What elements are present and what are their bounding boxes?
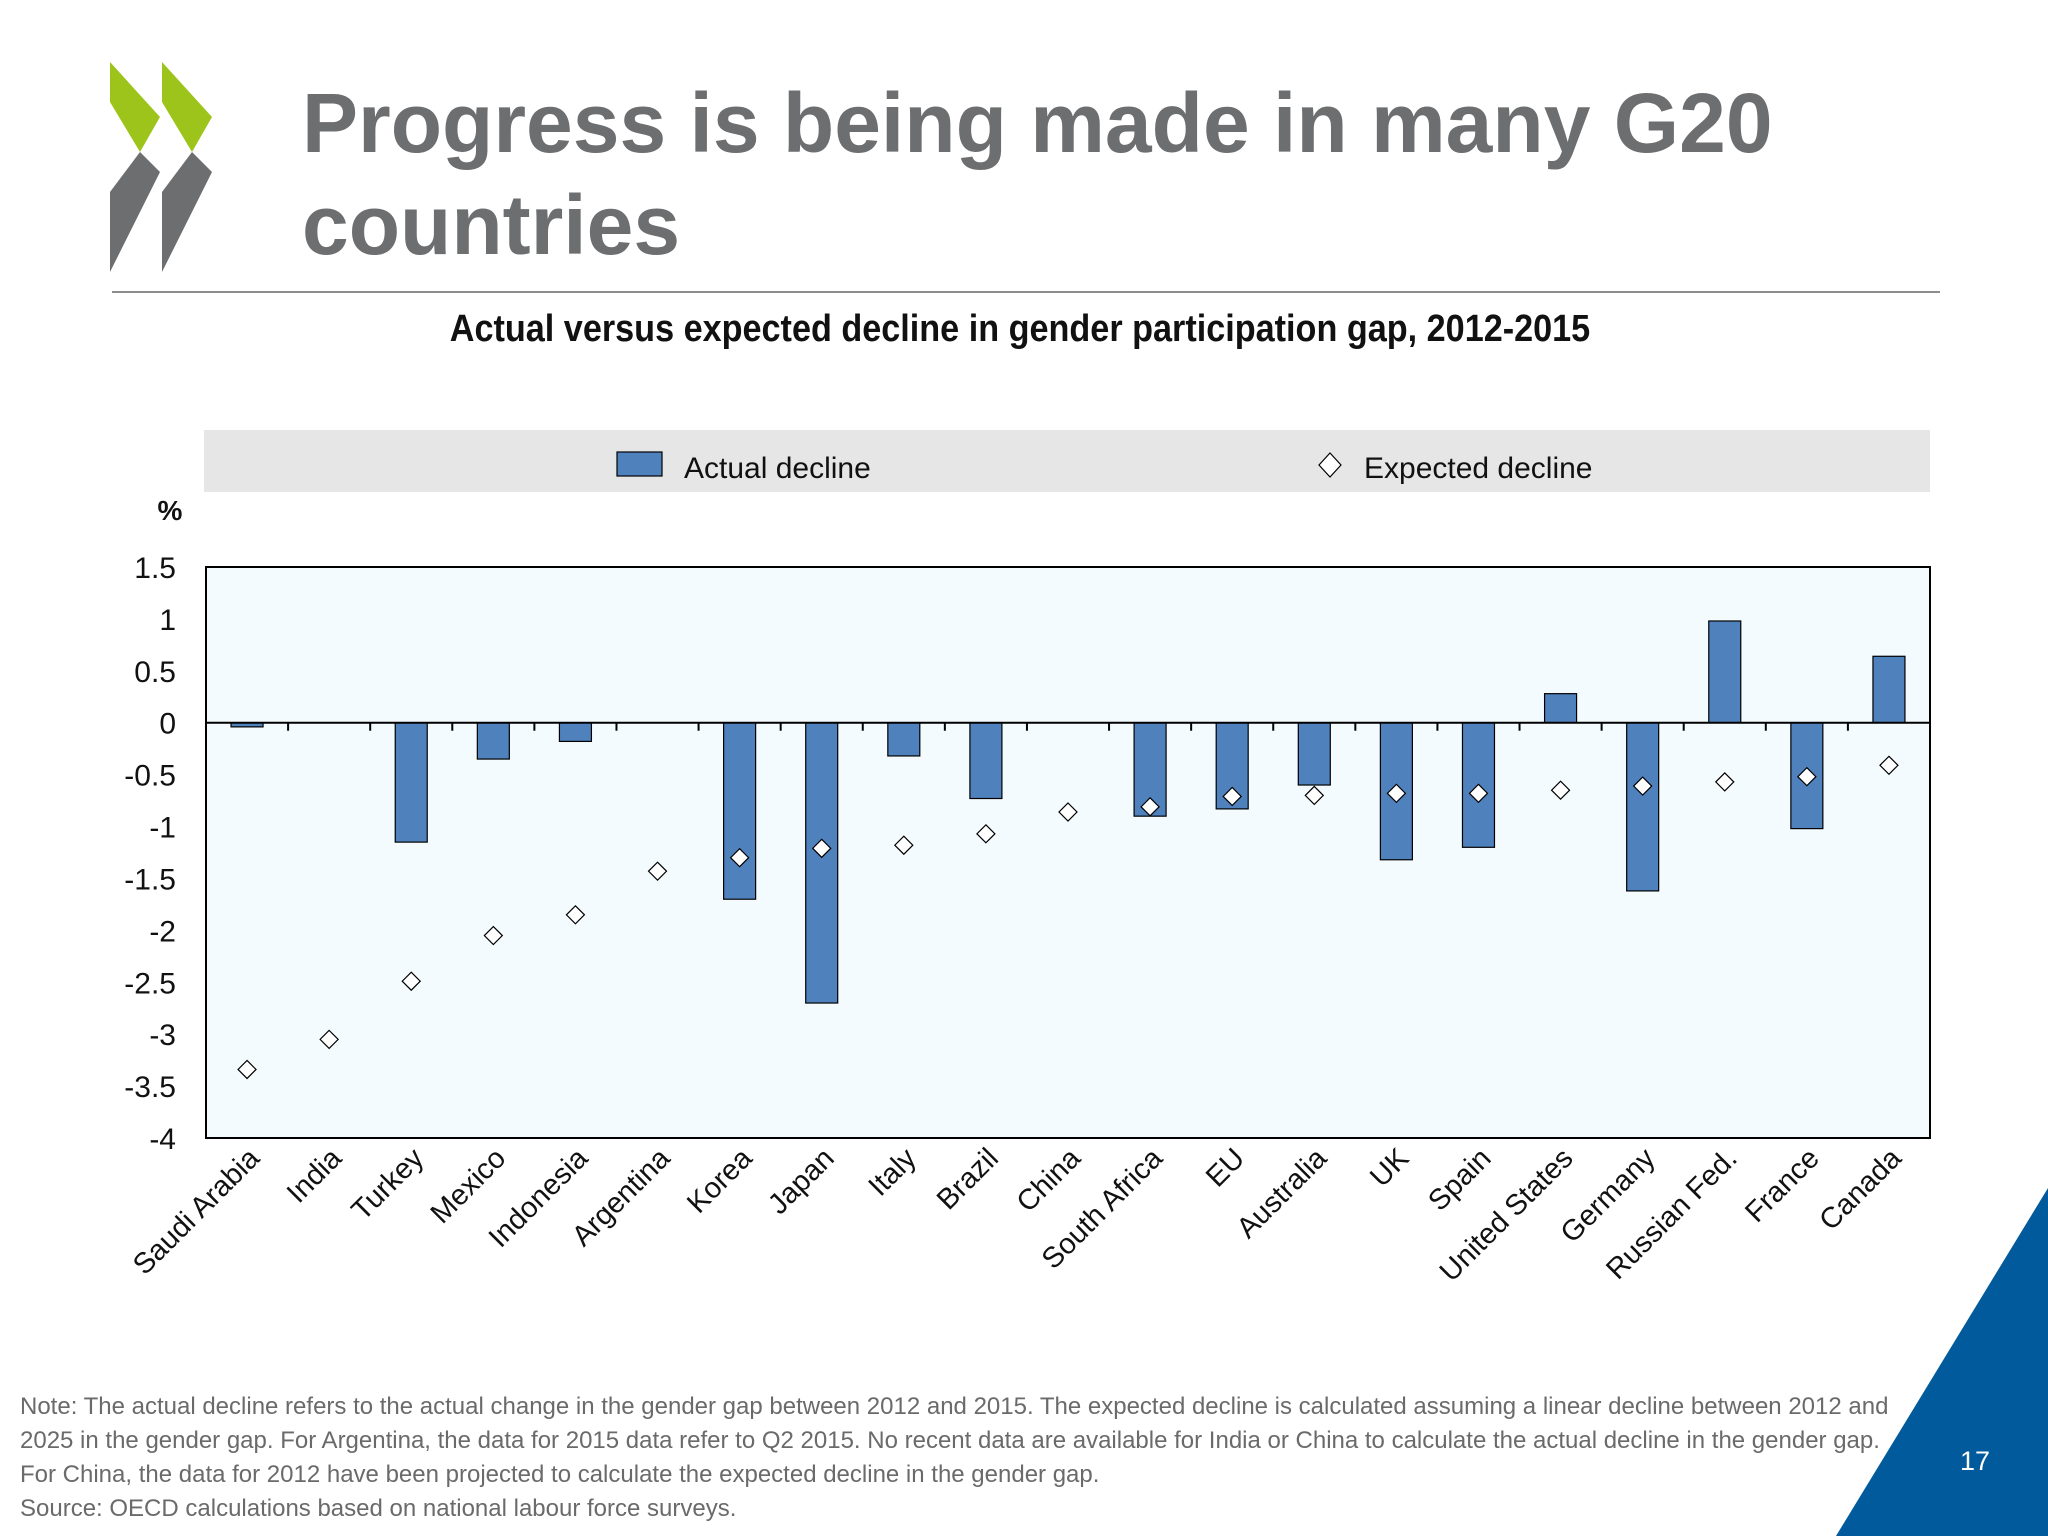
expected-marker <box>401 971 422 992</box>
expected-marker <box>1140 796 1160 817</box>
expected-marker <box>893 835 914 856</box>
y-tick-label: -1 <box>149 812 176 845</box>
chart-title: Actual versus expected decline in gender… <box>449 308 1591 350</box>
expected-marker <box>237 1059 257 1080</box>
expected-marker <box>319 1029 339 1050</box>
x-tick-label: India <box>281 1142 349 1210</box>
x-tick-label: Italy <box>863 1142 924 1203</box>
x-tick-label: Australia <box>1231 1142 1334 1245</box>
expected-marker <box>483 925 504 946</box>
x-tick-label: Saudi Arabia <box>127 1142 267 1282</box>
y-tick-label: -1.5 <box>124 863 176 896</box>
bar-japan <box>805 722 839 1004</box>
bar-korea <box>723 722 757 900</box>
x-tick-label: Korea <box>681 1142 759 1220</box>
y-tick-label: -0.5 <box>124 760 176 793</box>
bar-turkey <box>394 722 428 843</box>
y-tick-label: -3 <box>149 1019 176 1052</box>
x-tick-label: France <box>1739 1142 1825 1228</box>
legend-bar-swatch <box>616 451 663 477</box>
legend-diamond-icon <box>1318 452 1342 478</box>
bar-canada <box>1872 655 1906 724</box>
bar-indonesia <box>558 722 593 743</box>
bar-chart: Actual decline Expected decline% 1.5 1 0.5 0 -… <box>124 430 1931 1288</box>
source-text: Source: OECD calculations based on natio… <box>20 1495 737 1522</box>
y-tick-label: -3.5 <box>124 1071 176 1104</box>
x-tick-label: Turkey <box>346 1142 431 1227</box>
legend-box <box>204 430 1930 492</box>
title-divider <box>112 291 1940 293</box>
x-tick-label: Spain <box>1422 1142 1497 1217</box>
chart-note: Note: The actual decline refers to the a… <box>20 1390 1900 1526</box>
y-tick-label: -2.5 <box>124 967 176 1000</box>
expected-marker <box>1304 785 1325 806</box>
expected-marker <box>647 861 668 882</box>
plot-area <box>205 566 1931 1139</box>
bar-germany <box>1626 722 1660 892</box>
y-axis-label: % <box>158 495 183 526</box>
corner-decoration <box>1836 1188 2048 1536</box>
expected-marker <box>1222 786 1243 807</box>
bar-italy <box>887 722 921 757</box>
x-tick-label: EU <box>1200 1142 1251 1193</box>
bar-mexico <box>476 722 510 760</box>
bar-australia <box>1297 722 1331 786</box>
y-tick-label: -4 <box>149 1123 176 1156</box>
x-tick-label: Japan <box>762 1142 840 1220</box>
y-tick-label: 1.5 <box>134 552 176 585</box>
expected-marker <box>1879 755 1899 776</box>
expected-marker <box>1386 783 1407 804</box>
bar-united-states <box>1543 693 1578 724</box>
expected-marker <box>1550 780 1571 801</box>
expected-marker <box>729 847 750 868</box>
y-tick-label: 0 <box>159 708 176 741</box>
x-tick-label: UK <box>1364 1142 1416 1194</box>
oecd-logo-icon <box>110 62 212 272</box>
bar-brazil <box>969 722 1003 800</box>
slide-title: Progress is being made in many G20 count… <box>302 76 1773 272</box>
legend-label-actual: Actual decline <box>684 452 871 485</box>
expected-marker <box>976 823 996 844</box>
expected-marker <box>1714 772 1735 792</box>
bar-russian-fed <box>1708 620 1742 724</box>
expected-marker <box>1468 783 1489 804</box>
expected-marker <box>811 838 832 859</box>
x-tick-label: China <box>1011 1142 1088 1219</box>
y-tick-label: -2 <box>149 915 176 948</box>
expected-marker <box>1058 802 1078 822</box>
expected-marker <box>565 904 586 925</box>
x-tick-label: Brazil <box>931 1142 1005 1216</box>
legend-label-expected: Expected decline <box>1364 452 1593 485</box>
y-tick-label: 0.5 <box>134 656 176 689</box>
page-number: 17 <box>1959 1446 1991 1476</box>
expected-marker <box>1797 766 1817 787</box>
y-tick-label: 1 <box>159 604 176 637</box>
expected-marker <box>1632 776 1653 796</box>
note-text: Note: The actual decline refers to the a… <box>20 1393 1889 1488</box>
